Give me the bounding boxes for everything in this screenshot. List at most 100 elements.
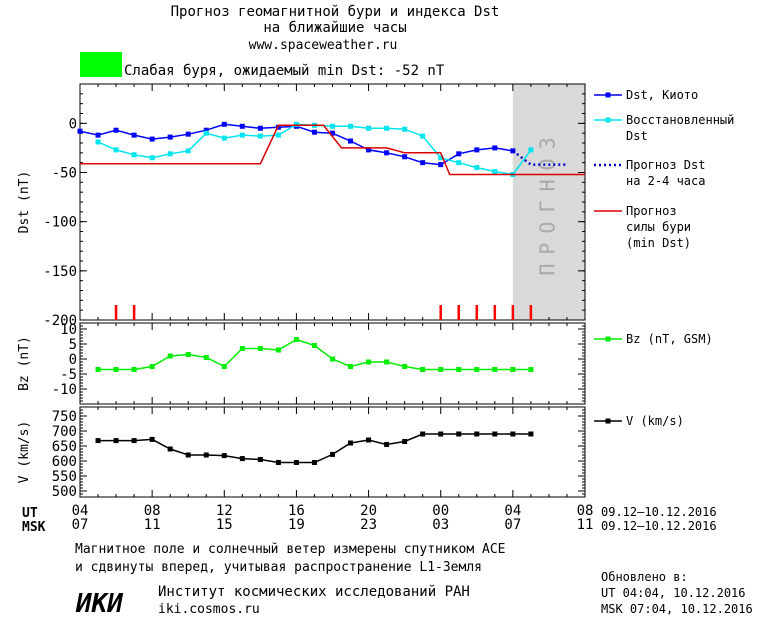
v-data-point: [348, 440, 354, 446]
legend-label: Прогноз: [626, 204, 677, 218]
msk-date-range: 09.12–10.12.2016: [601, 519, 717, 533]
dst-axis-label: Dst (nT): [17, 171, 32, 234]
v-data-point: [221, 453, 227, 459]
legend-label: Восстановленный: [626, 113, 734, 127]
measurement-note-line1: Магнитное поле и солнечный ветер измерен…: [75, 542, 505, 557]
v-data-point: [456, 431, 462, 437]
legend-label: на 2-4 часа: [626, 174, 705, 188]
v-data-point: [239, 456, 245, 462]
v-data-point: [528, 431, 534, 437]
msk-tick-label: 07: [504, 517, 521, 533]
dst-data-point: [420, 133, 426, 139]
dst-data-point: [402, 154, 408, 160]
dst-data-point: [528, 147, 534, 153]
bz-data-point: [131, 367, 137, 372]
v-data-point: [311, 460, 317, 465]
ut-tick-label: 08: [144, 503, 161, 519]
dst-data-point: [239, 123, 245, 129]
figure-title-line1: Прогноз геомагнитной бури и индекса Dst: [171, 4, 500, 20]
dst-data-point: [221, 135, 227, 141]
ut-tick-label: 04: [504, 503, 521, 519]
y-tick-label: 700: [52, 424, 77, 440]
dst-data-point: [348, 138, 354, 144]
source-url: www.spaceweather.ru: [249, 38, 398, 53]
v-data-point: [113, 438, 119, 444]
bz-data-point: [203, 355, 209, 360]
dst-data-point: [257, 125, 263, 131]
dst-data-point: [366, 125, 372, 131]
dst-data-point: [221, 121, 227, 127]
dst-series-line-0: [79, 123, 514, 166]
msk-axis-label: MSK: [22, 520, 46, 535]
y-tick-label: 500: [52, 484, 77, 500]
ut-tick-label: 20: [360, 503, 377, 519]
v-data-point: [275, 460, 281, 465]
dst-data-point: [330, 130, 335, 136]
dst-data-point: [311, 129, 317, 135]
dst-data-point: [438, 162, 444, 168]
v-data-point: [330, 451, 335, 457]
measurement-note-line2: и сдвинуты вперед, учитывая распростране…: [75, 560, 482, 575]
legend-label: силы бури: [626, 220, 691, 234]
forecast-region-label: ПРОГНОЗ: [535, 128, 559, 275]
bz-data-point: [221, 364, 227, 369]
storm-status-swatch: [80, 52, 122, 77]
dst-plot-frame: [79, 83, 586, 321]
legend-marker: [605, 418, 611, 424]
ut-tick-label: 12: [216, 503, 233, 519]
legend-label: Bz (nT, GSM): [626, 332, 713, 346]
bz-plot-frame: [79, 322, 586, 405]
bz-data-point: [257, 346, 263, 351]
y-tick-label: -5: [60, 367, 77, 383]
updated-msk: MSK 07:04, 10.12.2016: [601, 602, 753, 616]
bz-data-point: [185, 352, 191, 357]
y-tick-label: -10: [52, 382, 77, 398]
legend-marker: [605, 92, 611, 98]
v-data-point: [257, 457, 263, 462]
institute-name[interactable]: Институт космических исследований РАН: [158, 584, 470, 600]
msk-tick-label: 19: [288, 517, 305, 533]
msk-tick-label: 07: [72, 517, 89, 533]
dst-data-point: [492, 169, 498, 175]
dst-data-point: [456, 160, 462, 166]
dst-data-point: [438, 155, 444, 161]
msk-tick-label: 11: [577, 517, 594, 533]
dst-data-point: [185, 148, 191, 154]
v-data-point: [131, 438, 137, 444]
bz-data-point: [167, 353, 173, 359]
dst-data-point: [293, 121, 299, 127]
forecast-region: [512, 84, 585, 320]
dst-data-point: [95, 132, 101, 138]
v-data-point: [384, 442, 390, 447]
bz-data-point: [113, 367, 119, 372]
dst-data-point: [131, 152, 137, 158]
legend-label: Прогноз Dst: [626, 158, 705, 172]
msk-tick-label: 03: [432, 517, 449, 533]
v-data-point: [293, 460, 299, 465]
institute-url[interactable]: iki.cosmos.ru: [158, 602, 260, 617]
ut-tick-label: 00: [432, 503, 449, 519]
legend-label: Dst, Киото: [626, 88, 698, 102]
bz-data-point: [474, 367, 480, 372]
dst-data-point: [456, 151, 462, 157]
y-tick-label: -100: [43, 215, 77, 231]
dst-data-point: [384, 150, 390, 156]
y-tick-label: 5: [69, 337, 77, 353]
v-data-point: [474, 431, 480, 437]
ut-date-range: 09.12–10.12.2016: [601, 505, 717, 519]
dst-data-point: [492, 145, 498, 151]
bz-data-point: [311, 343, 317, 348]
dst-data-point: [113, 147, 119, 153]
dst-data-point: [510, 148, 516, 154]
ut-tick-label: 04: [72, 503, 89, 519]
v-data-point: [492, 431, 498, 437]
bz-data-point: [510, 367, 516, 372]
bz-data-point: [438, 367, 444, 372]
dst-data-point: [330, 123, 335, 129]
y-tick-label: 550: [52, 469, 77, 485]
dst-data-point: [474, 147, 480, 153]
ut-tick-label: 16: [288, 503, 305, 519]
y-tick-label: -50: [52, 166, 77, 182]
